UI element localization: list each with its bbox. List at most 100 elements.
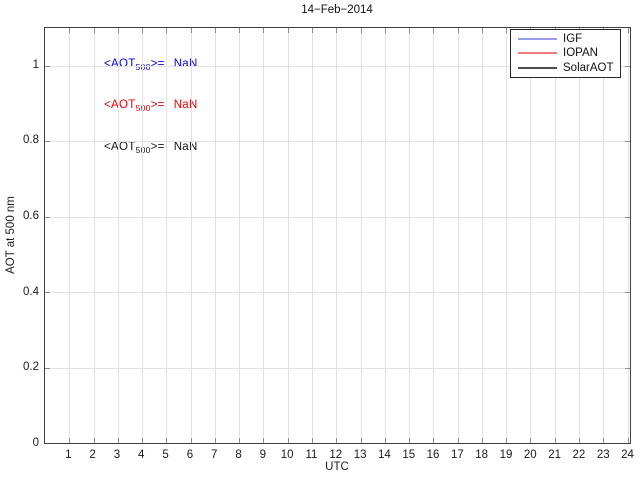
x-tick-label: 12 <box>329 449 343 461</box>
x-tick-label: 11 <box>305 449 318 461</box>
x-tick-label: 3 <box>113 449 121 461</box>
tick-mark-bottom <box>336 438 338 443</box>
legend-label: IOPAN <box>563 47 598 60</box>
grid-line-vertical <box>142 28 144 443</box>
x-tick-label: 15 <box>402 449 416 461</box>
tick-mark-bottom <box>627 438 629 443</box>
tick-mark-top <box>506 28 508 33</box>
x-tick-label: 14 <box>378 449 391 461</box>
annotation-subscript: 500 <box>135 103 151 113</box>
tick-mark-top <box>69 28 71 33</box>
grid-line-vertical <box>433 28 435 443</box>
tick-mark-top <box>336 28 338 33</box>
tick-mark-top <box>142 28 144 33</box>
y-tick-label: 0.8 <box>23 134 39 147</box>
grid-line-vertical <box>117 28 119 443</box>
annotation-text: <AOT <box>104 99 136 111</box>
tick-mark-bottom <box>312 438 313 443</box>
tick-mark-bottom <box>554 438 556 443</box>
x-tick-label: 13 <box>353 449 367 461</box>
grid-line-vertical <box>190 28 192 443</box>
tick-mark-top <box>360 28 362 33</box>
tick-mark-left <box>45 367 50 369</box>
x-tick-label: 19 <box>499 449 513 461</box>
tick-mark-top <box>166 28 168 33</box>
plot-area: <AOT500>= NaN <AOT500>= NaN <AOT500>= NaN <box>44 27 631 444</box>
tick-mark-right <box>625 141 630 143</box>
grid-line-horizontal <box>45 367 630 369</box>
grid-line-vertical <box>214 28 216 443</box>
legend-box: IGF IOPAN SolarAOT <box>510 29 621 78</box>
tick-mark-bottom <box>69 438 71 443</box>
tick-mark-bottom <box>579 438 581 443</box>
legend-line-sample <box>518 66 557 69</box>
legend-item-solaraot: SolarAOT <box>511 61 620 75</box>
grid-line-vertical <box>481 28 483 443</box>
legend-label: IGF <box>563 33 583 46</box>
x-axis-label: UTC <box>325 461 349 473</box>
x-tick-label: 17 <box>450 449 464 461</box>
tick-mark-bottom <box>263 438 265 443</box>
x-tick-label: 24 <box>621 449 634 461</box>
x-tick-label: 7 <box>211 449 218 461</box>
x-tick-label: 16 <box>426 449 440 461</box>
annotation-text: >= <box>150 99 165 111</box>
tick-mark-bottom <box>166 438 168 443</box>
grid-line-vertical <box>287 28 289 443</box>
grid-line-horizontal <box>45 65 630 67</box>
x-tick-label: 8 <box>235 449 242 461</box>
tick-mark-bottom <box>117 438 119 443</box>
annotation-value: NaN <box>173 99 198 111</box>
y-tick-label: 1 <box>32 58 39 71</box>
y-tick-label: 0.6 <box>23 210 39 223</box>
tick-mark-bottom <box>530 438 532 443</box>
grid-line-vertical <box>263 28 265 443</box>
tick-mark-bottom <box>481 438 483 443</box>
annotation-value: NaN <box>173 141 198 153</box>
tick-mark-top <box>481 28 483 33</box>
x-tick-label: 4 <box>138 449 145 461</box>
tick-mark-left <box>45 292 50 294</box>
tick-mark-bottom <box>603 438 605 443</box>
grid-line-vertical <box>627 28 629 443</box>
tick-mark-top <box>627 28 629 33</box>
grid-line-vertical <box>554 28 556 443</box>
tick-mark-bottom <box>433 438 435 443</box>
tick-mark-right <box>625 367 630 369</box>
tick-mark-left <box>45 216 50 218</box>
legend-label: SolarAOT <box>563 61 614 74</box>
annotation-subscript: 500 <box>135 62 151 72</box>
tick-mark-top <box>239 28 241 33</box>
grid-line-vertical <box>603 28 605 443</box>
annotation-text: >= <box>150 141 165 153</box>
chart-title: 14−Feb−2014 <box>301 4 373 16</box>
x-tick-label: 23 <box>596 449 610 461</box>
tick-mark-bottom <box>239 438 241 443</box>
grid-line-vertical <box>336 28 338 443</box>
tick-mark-bottom <box>190 438 192 443</box>
legend-line-sample <box>518 38 557 41</box>
tick-mark-right <box>625 65 630 67</box>
legend-item-igf: IGF <box>511 32 620 46</box>
x-tick-label: 18 <box>475 449 489 461</box>
annotation-value: NaN <box>173 58 198 70</box>
grid-line-vertical <box>93 28 95 443</box>
annotation-text: <AOT <box>104 58 136 70</box>
tick-mark-top <box>263 28 265 33</box>
tick-mark-top <box>214 28 216 33</box>
tick-mark-bottom <box>142 438 144 443</box>
tick-mark-bottom <box>214 438 216 443</box>
tick-mark-top <box>409 28 411 33</box>
annotation-text: >= <box>150 58 165 70</box>
tick-mark-right <box>625 216 630 218</box>
tick-mark-top <box>457 28 459 33</box>
legend-line-sample <box>518 52 557 55</box>
grid-line-vertical <box>506 28 508 443</box>
legend-item-iopan: IOPAN <box>511 46 620 60</box>
tick-mark-bottom <box>384 438 386 443</box>
x-tick-label: 1 <box>65 449 72 461</box>
tick-mark-top <box>93 28 95 33</box>
tick-mark-top <box>384 28 386 33</box>
tick-mark-bottom <box>287 438 289 443</box>
